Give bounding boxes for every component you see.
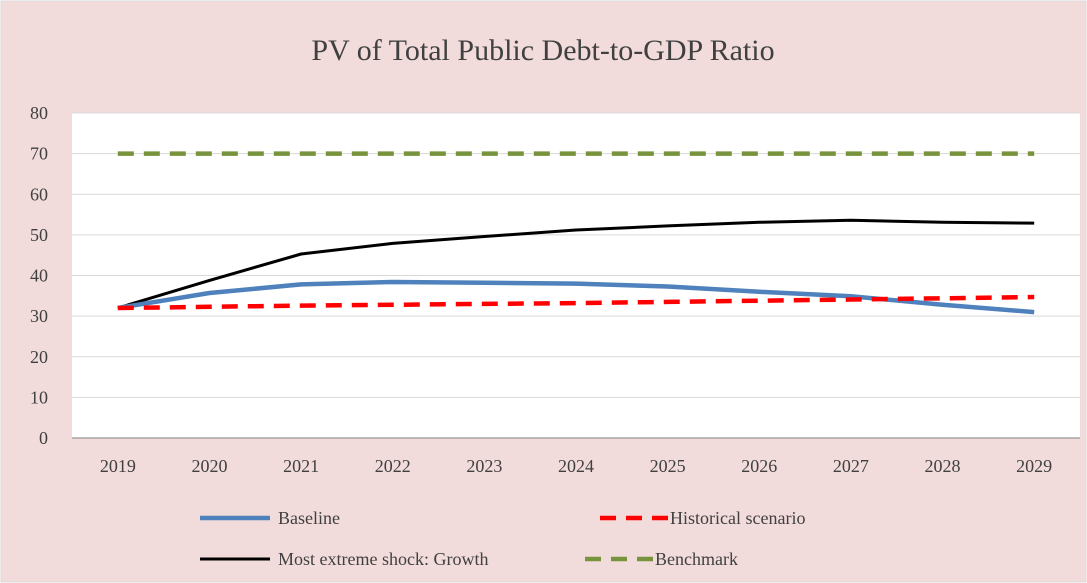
- x-tick-label: 2026: [741, 456, 777, 476]
- x-tick-label: 2020: [191, 456, 227, 476]
- legend: Baseline Historical scenario Most extreme …: [200, 508, 805, 569]
- series-lines: [117, 151, 1035, 315]
- y-tick-label: 30: [30, 306, 48, 326]
- legend-label: Benchmark: [655, 549, 738, 569]
- x-tick-label: 2019: [100, 456, 136, 476]
- x-tick-label: 2021: [283, 456, 319, 476]
- x-tick-label: 2024: [558, 456, 594, 476]
- y-tick-label: 50: [30, 225, 48, 245]
- y-tick-label: 0: [39, 428, 48, 448]
- y-tick-label: 40: [30, 266, 48, 286]
- x-tick-label: 2023: [466, 456, 502, 476]
- x-tick-label: 2022: [375, 456, 411, 476]
- x-tick-label: 2029: [1016, 456, 1052, 476]
- legend-label: Most extreme shock: Growth: [278, 549, 488, 569]
- legend-label: Baseline: [278, 508, 340, 528]
- y-tick-label: 20: [30, 347, 48, 367]
- x-axis: 2019 2020 2021 2022 2023 2024 2025 2026 2027 2028…: [100, 456, 1052, 476]
- y-tick-label: 10: [30, 387, 48, 407]
- x-tick-label: 2025: [650, 456, 686, 476]
- x-tick-label: 2027: [833, 456, 869, 476]
- series-line-historical-scenario: [117, 294, 1035, 311]
- y-tick-label: 70: [30, 144, 48, 164]
- legend-label: Historical scenario: [670, 508, 805, 528]
- gridlines: [72, 112, 1080, 439]
- y-axis: 0 10 20 30 40 50 60 70 80: [30, 103, 48, 448]
- series-line-most-extreme-shock-growth: [117, 218, 1035, 310]
- x-tick-label: 2028: [925, 456, 961, 476]
- chart-title: PV of Total Public Debt-to-GDP Ratio: [311, 34, 774, 67]
- y-tick-label: 80: [30, 103, 48, 123]
- y-tick-label: 60: [30, 184, 48, 204]
